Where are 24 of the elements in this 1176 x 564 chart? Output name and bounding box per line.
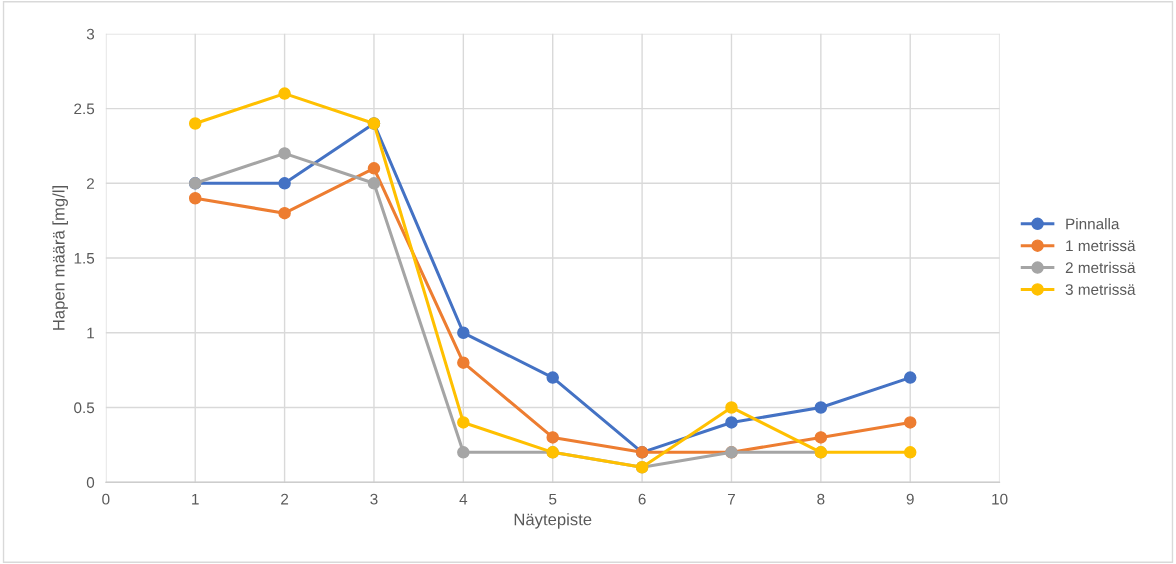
x-tick-label: 10 [992,493,1008,505]
y-tick-label: 2 [87,178,94,189]
x-tick-label: 9 [906,493,914,505]
x-tick-label: 4 [459,493,468,505]
y-tick-label: 2.5 [74,103,95,115]
x-tick-label: 5 [549,493,557,505]
y-axis-title: Hapen määrä [mg/l] [52,186,68,330]
x-tick-label: 0 [102,493,110,505]
y-tick-label: 1.5 [74,253,95,264]
y-tick-label: 0 [86,477,95,488]
y-tick-label: 1 [87,327,94,339]
x-tick-label: 7 [728,493,735,505]
x-tick-label: 8 [817,493,825,505]
legend-label: 1 metrissä [1066,239,1136,252]
x-tick-label: 2 [281,493,289,505]
y-tick-label: 3 [86,28,95,40]
legend-label: Pinnalla [1066,218,1120,230]
legend-label: 3 metrissä [1065,283,1136,295]
x-tick-label: 6 [638,493,646,505]
x-tick-label: 3 [370,493,378,505]
x-tick-label: 1 [192,493,199,505]
y-tick-label: 0.5 [74,402,95,414]
x-axis-title: Näytepiste [514,513,592,529]
legend-label: 2 metrissä [1065,261,1136,274]
